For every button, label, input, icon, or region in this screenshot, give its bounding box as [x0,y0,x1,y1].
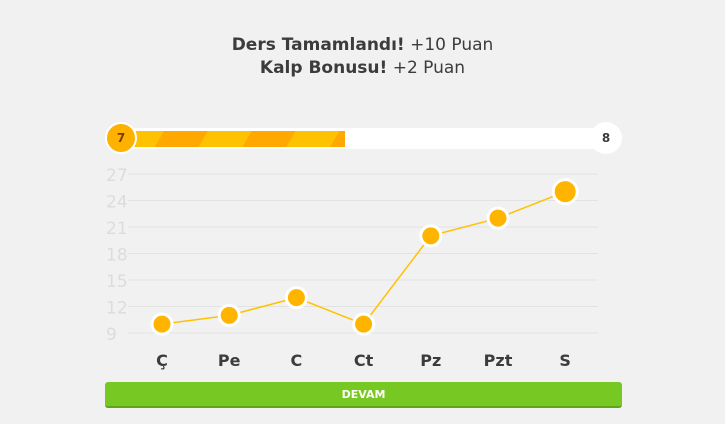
x-tick-label: Ç [156,351,168,370]
continue-button[interactable]: DEVAM [105,382,622,408]
xp-chart: 9 12 15 18 21 24 27 Ç Pe C Ct Pz Pzt S [106,166,598,370]
x-tick-label: C [291,351,303,370]
data-point [150,312,174,336]
y-tick-label: 12 [106,299,128,319]
data-point [352,312,376,336]
x-tick-label: S [559,351,571,370]
x-tick-label: Pzt [484,351,513,370]
current-level-badge: 7 [105,122,137,154]
x-tick-label: Pz [420,351,441,370]
lesson-complete-text: Ders Tamamlandı! +10 Puan [231,35,494,55]
y-tick-label: 21 [106,219,128,239]
y-tick-label: 27 [106,166,128,186]
data-point [551,178,579,206]
data-point [419,224,443,248]
x-tick-label: Ct [354,351,374,370]
y-tick-label: 24 [106,193,128,213]
y-tick-label: 15 [106,272,128,292]
heart-bonus-text: Kalp Bonusu! +2 Puan [259,58,466,78]
data-point [217,303,241,327]
x-tick-label: Pe [218,351,241,370]
y-tick-label: 18 [106,246,128,266]
next-level-badge: 8 [590,122,622,154]
level-progress-bar [120,128,610,149]
y-tick-label: 9 [106,325,117,345]
data-point [284,286,308,310]
level-progress-fill [120,131,346,147]
data-point [486,206,510,230]
